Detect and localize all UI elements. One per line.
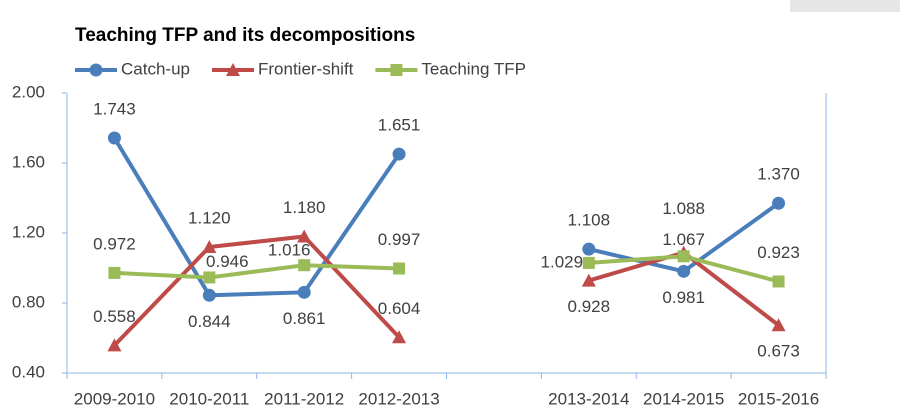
y-tick-label: 1.60 <box>12 152 45 171</box>
data-label: 0.861 <box>283 309 326 328</box>
point <box>581 273 596 287</box>
corner-decoration <box>790 0 900 12</box>
point <box>203 271 216 284</box>
point <box>772 275 785 288</box>
point <box>582 256 595 269</box>
data-label: 1.016 <box>268 241 311 260</box>
data-label: 0.997 <box>378 230 421 249</box>
point <box>582 242 596 256</box>
x-tick-label: 2012-2013 <box>358 389 439 408</box>
point <box>107 131 121 145</box>
data-label: 1.088 <box>662 199 705 218</box>
point <box>677 264 691 278</box>
legend-label: Frontier-shift <box>258 59 354 78</box>
data-label: 0.558 <box>93 307 136 326</box>
x-tick-label: 2014-2015 <box>643 389 724 408</box>
y-tick-label: 1.20 <box>12 222 45 241</box>
chart-title: Teaching TFP and its decompositions <box>75 25 415 46</box>
data-label: 1.370 <box>757 165 800 184</box>
point <box>298 259 311 272</box>
y-tick-label: 2.00 <box>12 82 45 101</box>
point <box>393 262 406 275</box>
data-label: 1.067 <box>662 230 705 249</box>
data-label: 1.743 <box>93 99 136 118</box>
data-label: 0.928 <box>568 297 611 316</box>
y-tick-label: 0.40 <box>12 362 45 381</box>
point <box>392 147 406 161</box>
legend-label: Teaching TFP <box>421 59 526 78</box>
data-label: 1.651 <box>378 116 421 135</box>
point <box>297 229 312 243</box>
point <box>89 63 103 77</box>
point <box>107 338 122 352</box>
data-label: 0.673 <box>757 342 800 361</box>
point <box>677 250 690 263</box>
point <box>771 318 786 332</box>
y-tick-label: 0.80 <box>12 292 45 311</box>
data-label: 0.604 <box>378 299 421 318</box>
data-label: 1.180 <box>283 198 326 217</box>
point <box>225 63 240 76</box>
point <box>202 288 216 302</box>
data-label: 0.981 <box>662 288 705 307</box>
point <box>392 330 407 344</box>
x-tick-label: 2011-2012 <box>264 389 344 408</box>
legend-label: Catch-up <box>121 59 190 78</box>
data-label: 1.120 <box>188 208 231 227</box>
x-tick-label: 2010-2011 <box>169 389 249 408</box>
data-label: 0.946 <box>206 252 249 271</box>
data-label: 0.844 <box>188 312 231 331</box>
point <box>297 285 311 299</box>
point <box>390 64 403 76</box>
data-label: 1.029 <box>541 252 584 271</box>
x-tick-label: 2013-2014 <box>548 389 629 408</box>
x-tick-label: 2015-2016 <box>738 389 819 408</box>
point <box>772 196 786 210</box>
point <box>108 266 121 279</box>
point <box>202 240 217 253</box>
data-label: 0.972 <box>93 234 136 253</box>
data-label: 1.108 <box>568 211 611 230</box>
x-tick-label: 2009-2010 <box>74 389 155 408</box>
data-label: 0.923 <box>757 243 800 262</box>
